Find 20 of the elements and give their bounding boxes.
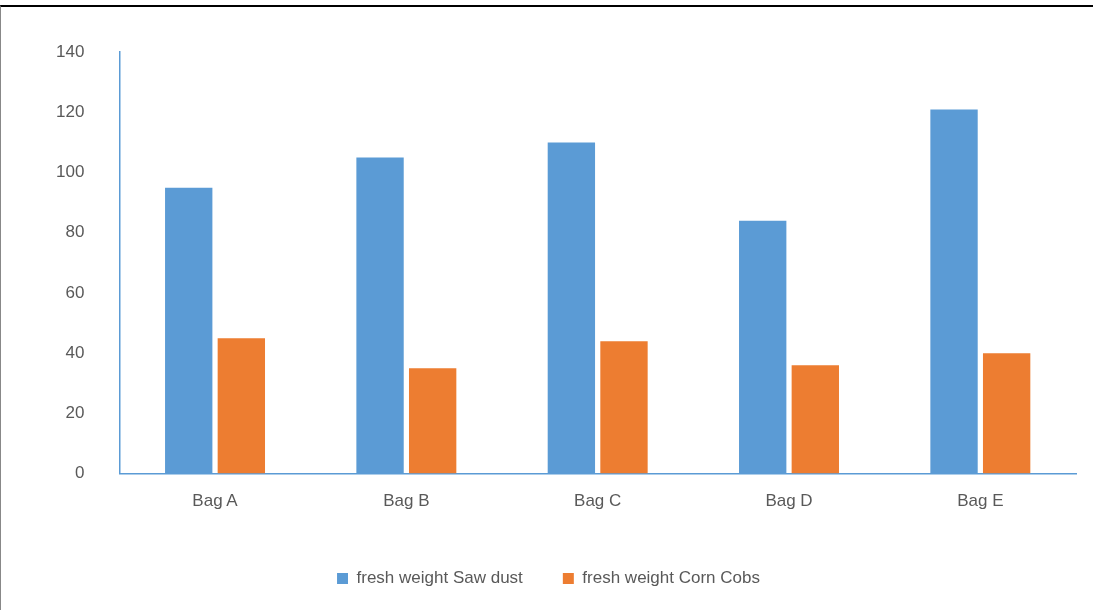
y-tick-label: 140 [55,41,85,61]
bar [600,341,648,474]
y-tick-label: 20 [65,403,85,423]
x-tick-label: Bag E [957,491,1004,511]
bar [791,365,839,474]
y-tick-label: 80 [65,222,85,242]
x-tick-label: Bag D [765,491,813,511]
bar [217,338,266,474]
y-tick-label: 120 [55,102,85,122]
bar [408,368,457,474]
y-tick-label: 0 [74,463,85,483]
legend-label: fresh weight Saw dust [356,568,524,588]
legend-label: fresh weight Corn Cobs [582,568,760,588]
x-tick-label: Bag C [574,491,622,511]
bar [982,353,1031,474]
y-tick-label: 100 [55,162,85,182]
y-tick-label: 60 [65,282,85,302]
x-tick-label: Bag A [192,491,239,511]
y-tick-label: 40 [65,342,85,362]
x-tick-label: Bag B [383,491,430,511]
